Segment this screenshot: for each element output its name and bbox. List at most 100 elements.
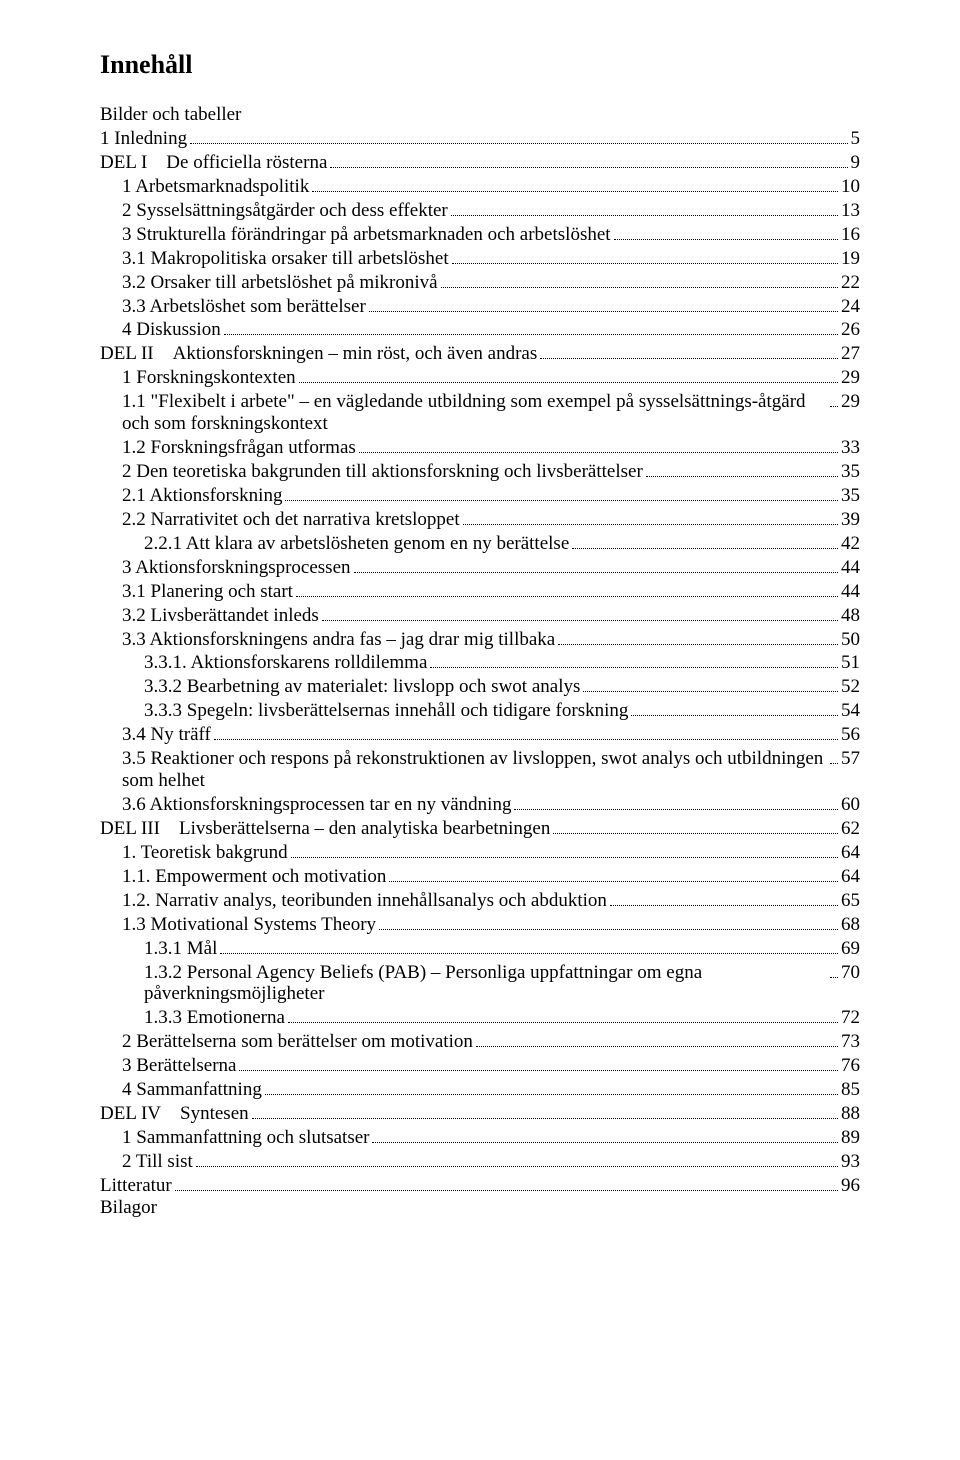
toc-entry: 3.3.2 Bearbetning av materialet: livslop…: [100, 674, 860, 698]
toc-entry: 2 Berättelserna som berättelser om motiv…: [100, 1029, 860, 1053]
toc-leader-dots: [330, 150, 847, 168]
toc-entry-page: 51: [841, 652, 860, 674]
toc-entry-label: 1.1. Empowerment och motivation: [122, 866, 386, 888]
toc-entry-page: 64: [841, 842, 860, 864]
toc-entry-label: 3.2 Orsaker till arbetslöshet på mikroni…: [122, 272, 438, 294]
toc-entry: 3.6 Aktionsforskningsprocessen tar en ny…: [100, 792, 860, 816]
toc-entry: 3.4 Ny träff56: [100, 722, 860, 746]
toc-leader-dots: [239, 1053, 838, 1071]
toc-leader-dots: [299, 365, 838, 383]
toc-entry-page: 56: [841, 724, 860, 746]
toc-entry: 2.1 Aktionsforskning35: [100, 483, 860, 507]
toc-leader-dots: [389, 864, 838, 882]
toc-leader-dots: [463, 507, 838, 525]
page-title: Innehåll: [100, 50, 860, 80]
toc-entry-page: 22: [841, 272, 860, 294]
toc-entry: 1.2 Forskningsfrågan utformas 33: [100, 435, 860, 459]
toc-entry-label: 1.2 Forskningsfrågan utformas: [122, 437, 356, 459]
toc-entry: 3.2 Orsaker till arbetslöshet på mikroni…: [100, 269, 860, 293]
toc-entry-page: 35: [841, 461, 860, 483]
toc-entry-page: 54: [841, 700, 860, 722]
toc-entry-label: 2 Berättelserna som berättelser om motiv…: [122, 1031, 473, 1053]
toc-entry: 3.3.1. Aktionsforskarens rolldilemma 51: [100, 650, 860, 674]
toc-leader-dots: [514, 792, 838, 810]
toc-entry-label: DEL I De officiella rösterna: [100, 152, 327, 174]
toc-entry-label: 3.1 Planering och start: [122, 581, 293, 603]
toc-entry-page: 13: [841, 200, 860, 222]
toc-entry-label: 4 Sammanfattning: [122, 1079, 262, 1101]
toc-entry: 3.3 Arbetslöshet som berättelser24: [100, 293, 860, 317]
toc-entry-label: 1 Inledning: [100, 128, 187, 150]
toc-entry-page: 16: [841, 224, 860, 246]
toc-entry-page: 44: [841, 581, 860, 603]
toc-entry: 3.1 Makropolitiska orsaker till arbetslö…: [100, 246, 860, 270]
toc-entry-page: 73: [841, 1031, 860, 1053]
toc-entry: 1.3 Motivational Systems Theory68: [100, 912, 860, 936]
toc-entry: 4 Diskussion26: [100, 317, 860, 341]
toc-entry-page: 10: [841, 176, 860, 198]
toc-entry-label: 2 Sysselsättningsåtgärder och dess effek…: [122, 200, 448, 222]
document-page: Innehåll Bilder och tabeller1 Inledning 5…: [0, 0, 960, 1460]
toc-entry: Litteratur96: [100, 1173, 860, 1197]
toc-entry-page: 9: [851, 152, 861, 174]
toc-leader-dots: [430, 650, 838, 668]
toc-entry: 3 Aktionsforskningsprocessen44: [100, 555, 860, 579]
toc-leader-dots: [214, 722, 838, 740]
toc-entry-page: 62: [841, 818, 860, 840]
toc-entry-label: Litteratur: [100, 1175, 172, 1197]
toc-leader-dots: [175, 1173, 838, 1191]
toc-entry-label: 1.3 Motivational Systems Theory: [122, 914, 376, 936]
toc-leader-dots: [288, 1005, 838, 1023]
toc-leader-dots: [558, 626, 838, 644]
toc-entry: Bilder och tabeller: [100, 104, 860, 126]
toc-entry: 2 Till sist93: [100, 1149, 860, 1173]
toc-entry-label: 2.2 Narrativitet och det narrativa krets…: [122, 509, 460, 531]
toc-entry-label: 3.3.2 Bearbetning av materialet: livslop…: [144, 676, 580, 698]
toc-entry: DEL I De officiella rösterna 9: [100, 150, 860, 174]
toc-entry-label: 2.1 Aktionsforskning: [122, 485, 282, 507]
toc-leader-dots: [224, 317, 838, 335]
toc-entry-page: 65: [841, 890, 860, 912]
toc-entry-label: 1.3.1 Mål: [144, 938, 217, 960]
toc-entry-page: 64: [841, 866, 860, 888]
toc-entry-page: 27: [841, 343, 860, 365]
toc-leader-dots: [359, 435, 838, 453]
toc-entry-label: 3.3 Arbetslöshet som berättelser: [122, 296, 366, 318]
toc-leader-dots: [369, 293, 838, 311]
toc-entry: 1. Teoretisk bakgrund 64: [100, 840, 860, 864]
toc-entry-page: 33: [841, 437, 860, 459]
toc-leader-dots: [285, 483, 838, 501]
toc-leader-dots: [553, 816, 838, 834]
toc-entry: 1.3.1 Mål69: [100, 936, 860, 960]
toc-entry-label: 1. Teoretisk bakgrund: [122, 842, 288, 864]
toc-entry: 1.2. Narrativ analys, teoribunden innehå…: [100, 888, 860, 912]
toc-entry-page: 26: [841, 319, 860, 341]
toc-entry-label: 3.3 Aktionsforskningens andra fas – jag …: [122, 629, 555, 651]
toc-entry: 2.2.1 Att klara av arbetslösheten genom …: [100, 531, 860, 555]
toc-entry: 3.3 Aktionsforskningens andra fas – jag …: [100, 626, 860, 650]
toc-entry-page: 88: [841, 1103, 860, 1125]
toc-entry: 3 Strukturella förändringar på arbetsmar…: [100, 222, 860, 246]
toc-leader-dots: [452, 246, 838, 264]
toc-leader-dots: [572, 531, 838, 549]
toc-entry: 1.1 "Flexibelt i arbete" – en vägledande…: [100, 389, 860, 435]
toc-leader-dots: [583, 674, 838, 692]
toc-entry: 3.5 Reaktioner och respons på rekonstruk…: [100, 746, 860, 792]
toc-entry-label: 3 Strukturella förändringar på arbetsmar…: [122, 224, 611, 246]
toc-leader-dots: [379, 912, 838, 930]
toc-leader-dots: [265, 1077, 838, 1095]
toc-leader-dots: [372, 1125, 838, 1143]
toc-entry-label: DEL IV Syntesen: [100, 1103, 249, 1125]
toc-entry-label: 1 Sammanfattning och slutsatser: [122, 1127, 369, 1149]
toc-entry: 4 Sammanfattning85: [100, 1077, 860, 1101]
toc-entry: 3.3.3 Spegeln: livsberättelsernas innehå…: [100, 698, 860, 722]
toc-entry-page: 70: [841, 962, 860, 984]
toc-leader-dots: [476, 1029, 838, 1047]
toc-entry-label: 2.2.1 Att klara av arbetslösheten genom …: [144, 533, 569, 555]
toc-entry-label: 1 Arbetsmarknadspolitik: [122, 176, 309, 198]
toc-leader-dots: [631, 698, 838, 716]
toc-entry-page: 29: [841, 391, 860, 413]
toc-entry: DEL IV Syntesen 88: [100, 1101, 860, 1125]
toc-entry-label: 3.3.1. Aktionsforskarens rolldilemma: [144, 652, 427, 674]
toc-leader-dots: [252, 1101, 838, 1119]
